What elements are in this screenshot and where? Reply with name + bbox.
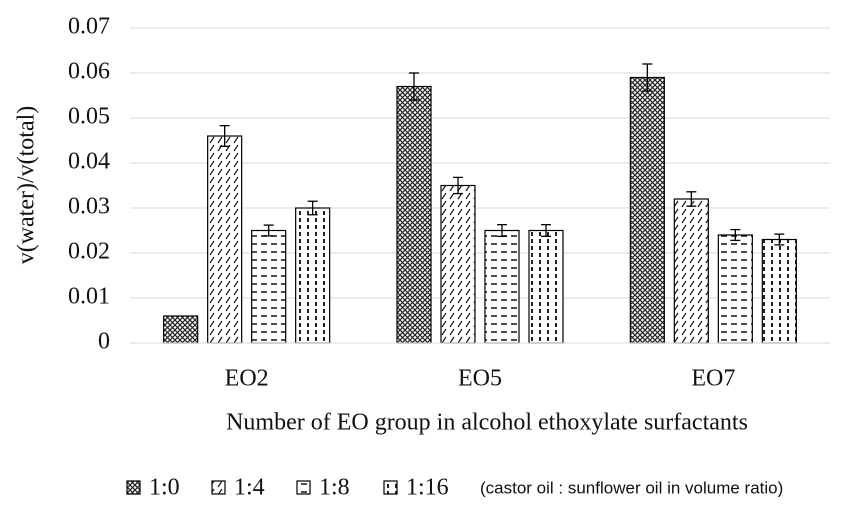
error-bar [686, 191, 697, 207]
bar [629, 76, 665, 344]
y-tick-label: 0 [98, 329, 110, 355]
legend-swatch [296, 480, 311, 495]
legend-label: 1:16 [406, 475, 449, 501]
legend-label: 1:8 [319, 475, 350, 501]
y-tick-label: 0.05 [68, 104, 110, 130]
x-axis-label: Number of EO group in alcohol ethoxylate… [226, 410, 748, 436]
y-tick-label: 0.02 [68, 239, 110, 265]
error-bar [642, 63, 653, 92]
y-tick-label: 0.01 [68, 284, 110, 310]
bar [163, 315, 199, 344]
bar [717, 234, 753, 344]
error-bar [219, 125, 230, 148]
y-axis-label: v(water)/v(total) [14, 106, 40, 265]
legend-label: 1:0 [149, 475, 180, 501]
bar [528, 229, 564, 344]
error-bar [774, 233, 785, 246]
bar [251, 229, 287, 344]
bar [440, 184, 476, 344]
bar [207, 135, 243, 344]
x-tick-label: EO7 [691, 366, 735, 392]
legend-swatch [126, 480, 141, 495]
error-bar [307, 200, 318, 216]
y-tick-label: 0.06 [68, 59, 110, 85]
error-bar [730, 228, 741, 242]
error-bar [541, 223, 551, 238]
y-tick-label: 0.07 [68, 14, 110, 40]
legend-swatch [383, 480, 398, 495]
bar [484, 229, 520, 344]
error-bar [263, 224, 274, 237]
y-tick-label: 0.04 [68, 149, 110, 175]
legend-label: 1:4 [234, 475, 265, 501]
error-bar [409, 72, 419, 101]
y-tick-label: 0.03 [68, 194, 110, 220]
bar [396, 85, 432, 344]
legend-swatch [211, 480, 226, 495]
x-tick-label: EO2 [225, 366, 269, 392]
bar [673, 198, 709, 344]
error-bar [497, 223, 507, 238]
error-bar [453, 176, 463, 195]
x-tick-label: EO5 [458, 366, 502, 392]
bar [761, 238, 797, 344]
legend-note: (castor oil : sunflower oil in volume ra… [480, 478, 783, 497]
bar [295, 207, 331, 344]
